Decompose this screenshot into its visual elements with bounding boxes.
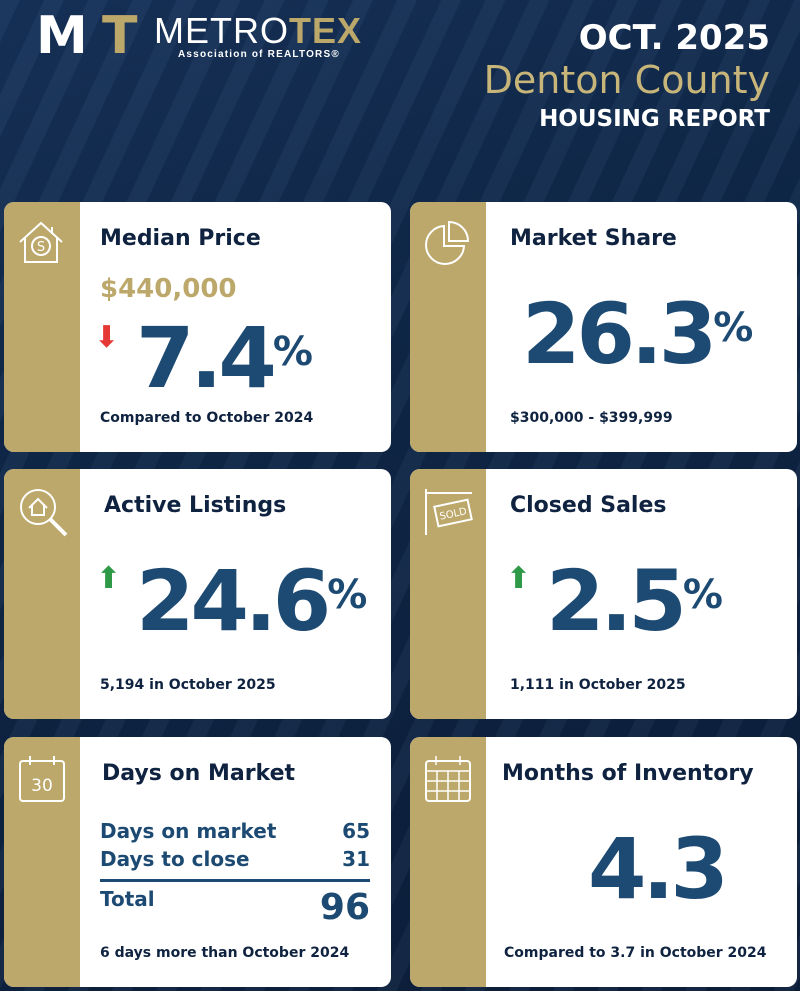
card-note: 1,111 in October 2025 [510,677,686,693]
median-price-change: 7.4% [136,309,313,407]
logo-subtitle: Association of REALTORS® [178,48,340,60]
pie-chart-icon [425,220,470,265]
county-name: Denton County [483,58,770,102]
card-note: Compared to 3.7 in October 2024 [504,945,767,961]
card-closed-sales: SOLD Closed Sales ⬆ 2.5% 1,111 in Octobe… [410,469,797,719]
house-dollar-icon: S [19,221,63,263]
card-days-on-market: 30 Days on Market Days on market 65 Days … [4,737,391,987]
card-note: 5,194 in October 2025 [100,677,276,693]
active-listings-change: 24.6% [136,552,368,650]
card-months-inventory: Months of Inventory 4.3 Compared to 3.7 … [410,737,797,987]
dom-row: Days to close 31 [100,847,370,871]
card-title: Active Listings [104,493,287,518]
house-search-icon [20,489,68,537]
svg-text:30: 30 [31,776,53,796]
card-note: $300,000 - $399,999 [510,410,673,426]
market-share-value: 26.3% [522,285,754,383]
arrow-up-icon: ⬆ [96,561,122,596]
calendar-grid-icon [425,756,471,802]
median-price-value: $440,000 [100,274,237,304]
closed-sales-change: 2.5% [546,552,723,650]
months-inventory-value: 4.3 [588,820,729,918]
calendar-30-icon: 30 [19,756,65,802]
divider [100,879,370,882]
card-title: Market Share [510,226,677,251]
dom-total-row: Total 96 [100,887,370,928]
card-title: Median Price [100,226,261,251]
card-note: Compared to October 2024 [100,410,314,426]
card-active-listings: Active Listings ⬆ 24.6% 5,194 in October… [4,469,391,719]
dom-row: Days on market 65 [100,819,370,843]
arrow-up-icon: ⬆ [506,561,532,596]
report-header: OCT. 2025 Denton County HOUSING REPORT [484,18,770,132]
card-title: Closed Sales [510,493,667,518]
card-market-share: Market Share 26.3% $300,000 - $399,999 [410,202,797,452]
svg-text:S: S [37,240,45,255]
card-note: 6 days more than October 2024 [100,945,350,961]
card-title: Months of Inventory [502,761,754,786]
card-title: Days on Market [102,761,296,786]
logo-name: METROTEX [154,9,363,51]
arrow-down-icon: ⬇ [94,320,120,355]
report-title: HOUSING REPORT [539,106,770,132]
card-median-price: S Median Price $440,000 ⬇ 7.4% Compared … [4,202,391,452]
report-date: OCT. 2025 [578,18,770,58]
sold-sign-icon: SOLD [425,489,473,535]
